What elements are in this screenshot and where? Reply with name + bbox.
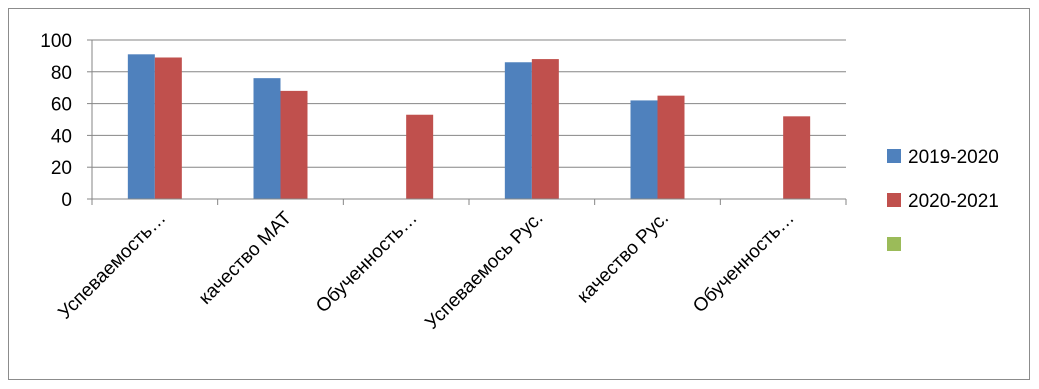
y-tick-label: 40	[51, 126, 72, 147]
bar	[657, 95, 685, 199]
bar	[253, 78, 281, 199]
y-tick-label: 60	[51, 95, 72, 116]
bar	[531, 59, 559, 199]
bar	[127, 54, 155, 200]
y-tick-label: 80	[51, 63, 72, 84]
category-labels: Успеваемость… качество МАТ Обученность… Усп…	[54, 207, 798, 333]
bar	[280, 90, 308, 199]
legend: 2019-2020 2020-2021	[887, 147, 999, 251]
bars	[127, 54, 811, 200]
axes	[87, 39, 847, 205]
bar	[406, 114, 434, 199]
legend-label: 2019-2020	[908, 147, 999, 168]
bar	[783, 116, 811, 199]
legend-label: 2020-2021	[908, 191, 999, 212]
y-tick-label: 20	[51, 158, 72, 179]
bar	[630, 100, 658, 199]
y-tick-label: 100	[40, 31, 72, 52]
legend-swatch	[887, 193, 901, 207]
gridlines	[92, 39, 846, 168]
legend-swatch	[887, 237, 901, 251]
category-label: качество МАТ	[195, 207, 296, 308]
category-label: Обученность…	[312, 208, 422, 318]
legend-swatch	[887, 149, 901, 163]
y-tick-label: 0	[61, 190, 72, 211]
category-label: Обученность…	[689, 208, 799, 318]
category-label: качество Рус.	[573, 208, 673, 308]
category-label: Успеваемось Рус.	[421, 208, 547, 334]
bar	[504, 62, 532, 200]
category-label: Успеваемость…	[54, 208, 170, 324]
y-tick-labels: 0 20 40 60 80 100	[40, 31, 72, 211]
bar	[154, 57, 182, 199]
